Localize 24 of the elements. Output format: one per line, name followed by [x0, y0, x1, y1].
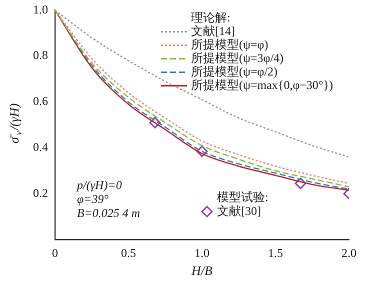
x-tick-label: 2.0 [342, 246, 356, 260]
x-axis-title: H/B [190, 263, 213, 278]
legend-label: 所提模型(ψ=3φ/4) [191, 50, 284, 65]
y-tick-label: 1.0 [33, 2, 48, 16]
x-tick-label: 1.0 [194, 246, 210, 260]
y-tick-label: 0.4 [33, 140, 48, 154]
legend-label: 所提模型(ψ=φ/2) [191, 64, 278, 78]
x-tick-label: 0 [52, 246, 58, 260]
annotation: φ=39° [77, 192, 109, 206]
legend-label: 所提模型(ψ=max{0,φ−30°}) [191, 78, 333, 92]
legend-label: 文献[30] [217, 204, 261, 218]
x-tick-label: 1.5 [268, 246, 283, 260]
annotation: 模型试验: [217, 190, 268, 204]
y-tick-label: 0.8 [33, 48, 48, 62]
y-tick-label: 0.2 [33, 186, 48, 200]
x-tick-label: 0.5 [121, 246, 136, 260]
annotation: B=0.025 4 m [77, 206, 140, 220]
line-series [55, 10, 349, 158]
legend-title: 理论解: [191, 10, 230, 24]
annotation: p/(γH)=0 [76, 178, 122, 192]
legend-label: 所提模型(ψ=φ) [191, 37, 268, 52]
y-axis-title: σ̄v/(γH) [6, 103, 24, 144]
y-tick-label: 0.6 [33, 94, 48, 108]
legend-label: 文献[14] [191, 24, 235, 38]
